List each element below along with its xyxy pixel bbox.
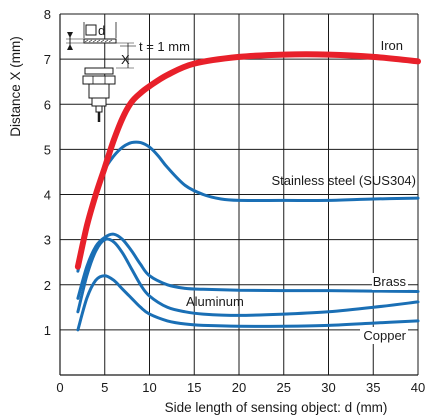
chart-grid (60, 13, 419, 375)
series-line-stainless-steel-sus304 (76, 140, 420, 273)
sensor-diagram: d t = 1 mm X (66, 22, 190, 122)
x-tick-label: 10 (142, 380, 156, 395)
hatch-mark (104, 39, 109, 43)
y-tick-label: 6 (44, 97, 51, 112)
y-tick-label: 1 (44, 323, 51, 338)
x-distance-label: X (121, 52, 130, 67)
y-tick-label: 4 (44, 188, 51, 203)
series-label-brass: Brass (373, 274, 407, 289)
sensor-nut-top (84, 67, 114, 75)
series-line-aluminum (76, 237, 420, 317)
hatch-mark (92, 39, 97, 43)
d-label: d (98, 23, 105, 38)
hatch-mark (100, 39, 105, 43)
x-tick-label: 0 (56, 380, 63, 395)
chart-series (74, 51, 421, 332)
hatch-mark (108, 39, 113, 43)
d-square-symbol (85, 24, 97, 36)
y-tick-label: 2 (44, 278, 51, 293)
series-label-bg (360, 327, 408, 344)
x-tick-label: 15 (187, 380, 201, 395)
x-tick-label: 20 (232, 380, 246, 395)
series-line-copper (76, 274, 420, 332)
t-arrow-up (67, 44, 73, 50)
y-tick-label: 5 (44, 142, 51, 157)
hatch-mark (84, 39, 89, 43)
thickness-label: t = 1 mm (139, 39, 190, 54)
sensor-nut (82, 75, 116, 85)
y-tick-label: 8 (44, 7, 51, 22)
target-plate (83, 38, 117, 44)
sensor-body (88, 83, 110, 99)
hatch-mark (88, 39, 93, 43)
series-line-brass (76, 232, 420, 300)
hatch-mark (96, 39, 101, 43)
series-label-iron: Iron (381, 38, 403, 53)
chart-axes (59, 14, 418, 376)
x-tick-label: 35 (366, 380, 380, 395)
series-label-stainless-steel-sus304: Stainless steel (SUS304) (271, 173, 416, 188)
series-label-bg (372, 273, 408, 290)
x-tick-label: 5 (101, 380, 108, 395)
series-line-iron (74, 51, 421, 270)
t-arrow-down (67, 32, 73, 38)
sensor-tail (91, 97, 107, 107)
y-axis-label: Distance X (mm) (8, 36, 23, 137)
series-labels: Iron Stainless steel (SUS304) Brass Aluminu… (186, 38, 416, 344)
series-label-copper: Copper (363, 328, 406, 343)
x-tick-label: 25 (277, 380, 291, 395)
y-tick-labels: 1 2 3 4 5 6 7 8 (44, 7, 51, 338)
x-tick-labels: 0 5 10 15 20 25 30 35 40 (56, 380, 425, 395)
series-label-aluminum: Aluminum (186, 294, 244, 309)
y-tick-label: 7 (44, 52, 51, 67)
y-tick-label: 3 (44, 233, 51, 248)
cable-gland (95, 105, 103, 113)
x-tick-label: 30 (321, 380, 335, 395)
x-axis-label: Side length of sensing object: d (mm) (165, 400, 388, 415)
x-tick-label: 40 (411, 380, 425, 395)
